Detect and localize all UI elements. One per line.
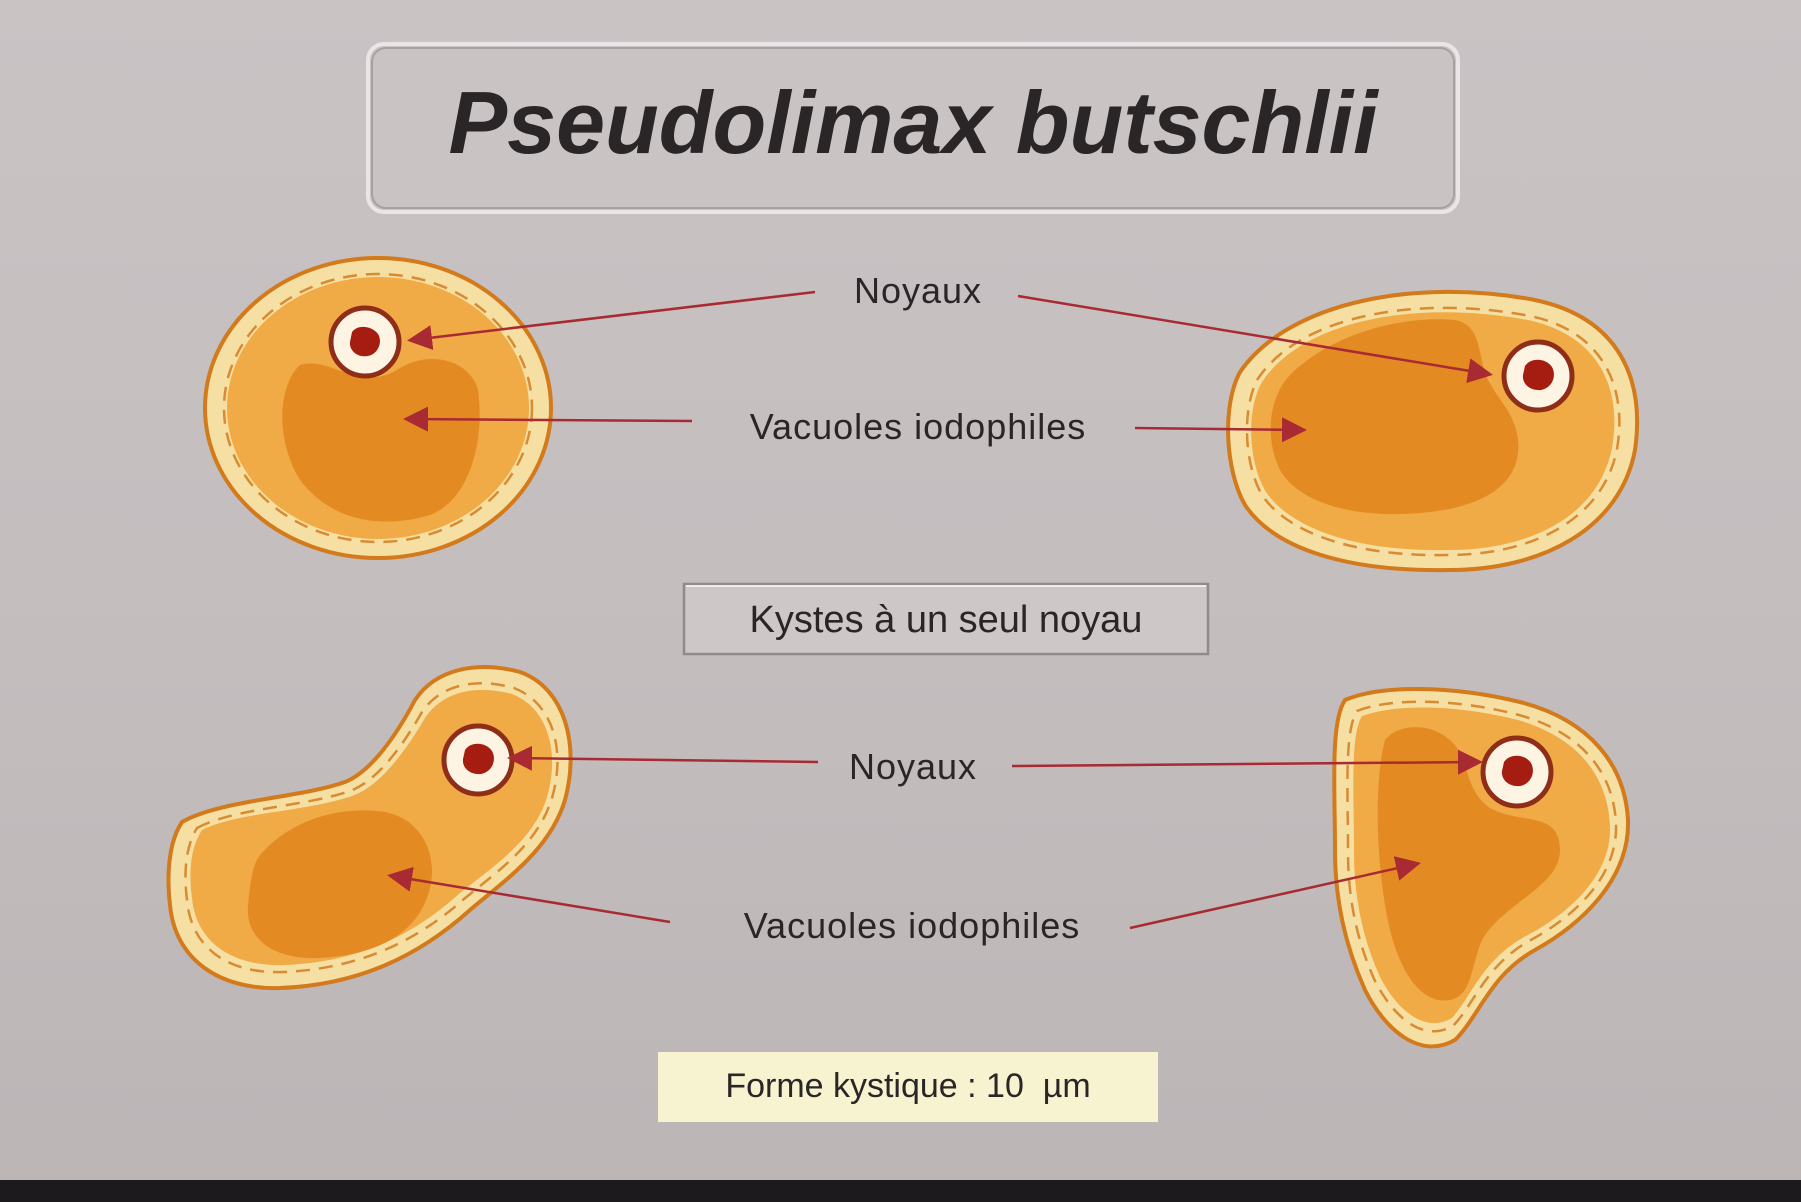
arrow-vacuoles-bottom-right [1129, 856, 1421, 930]
title-box: Pseudolimax butschlii [366, 42, 1460, 214]
arrows-bottom [387, 745, 1483, 930]
nucleus-bottom-right [1480, 735, 1554, 809]
nucleus-top-left [328, 305, 402, 379]
arrow-vacuoles-bottom-left [387, 866, 671, 924]
arrow-vacuoles-top-right [1134, 417, 1307, 443]
arrow-nuclei-top-right [1017, 294, 1493, 384]
bottom-border [0, 1180, 1801, 1202]
nucleus-bottom-left [441, 723, 515, 797]
vacuole-bottom-left [247, 810, 433, 959]
cyst-bottom-left [166, 665, 573, 991]
arrow-vacuoles-top-left [403, 406, 693, 432]
label-noyaux-top: Noyaux [854, 270, 982, 311]
vacuole-bottom-right [1377, 727, 1560, 1001]
cyst-bottom-right [1332, 687, 1631, 1049]
scale-box: Forme kystique : 10 µm [658, 1052, 1158, 1122]
label-noyaux-bottom: Noyaux [849, 746, 977, 787]
page-title: Pseudolimax butschlii [448, 73, 1379, 172]
arrow-nuclei-bottom-right [1011, 749, 1483, 775]
arrows-top [403, 290, 1493, 443]
scale-label: Forme kystique : 10 µm [725, 1067, 1090, 1105]
label-vacuoles-top: Vacuoles iodophiles [750, 406, 1087, 447]
cyst-top-left [203, 256, 553, 560]
single-nucleus-title: Kystes à un seul noyau [750, 599, 1143, 641]
vacuole-top-left [282, 359, 480, 522]
arrow-nuclei-bottom-left [507, 745, 819, 771]
arrow-nuclei-top-left [407, 290, 816, 351]
single-nucleus-box: Kystes à un seul noyau [682, 582, 1210, 656]
label-vacuoles-bottom: Vacuoles iodophiles [744, 905, 1081, 946]
nucleus-top-right [1501, 339, 1575, 413]
